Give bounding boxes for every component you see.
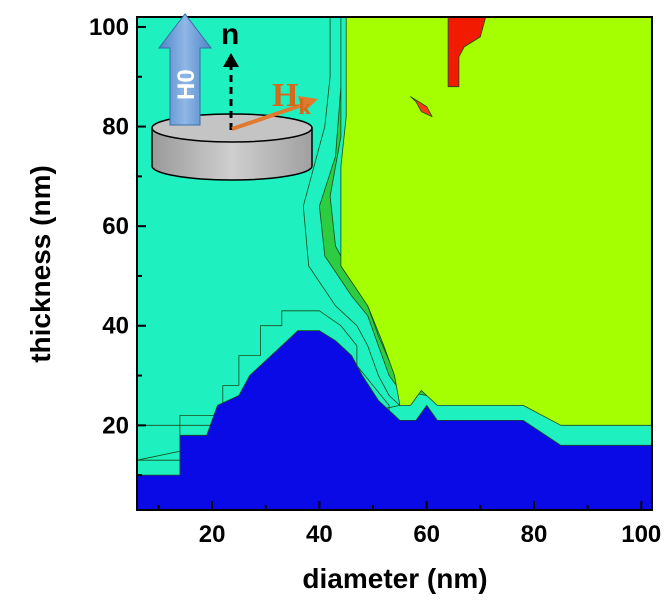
x-tick-label: 60	[413, 521, 440, 548]
y-tick-label: 40	[102, 313, 129, 340]
anisotropy-label-main: H	[272, 77, 298, 114]
x-axis-ticks: 20 40 60 80 100	[157, 501, 661, 548]
y-axis-ticks: 20 40 60 80 100	[89, 14, 146, 477]
x-tick-label: 20	[199, 521, 226, 548]
anisotropy-label: Hk	[272, 77, 311, 119]
anisotropy-label-sub: k	[298, 94, 311, 119]
inset-illustration: H0 n Hk	[151, 13, 318, 181]
anisotropy-arrow-icon: Hk	[231, 77, 318, 131]
region-blue	[137, 330, 652, 510]
x-tick-label: 40	[306, 521, 333, 548]
normal-arrow-icon: n	[221, 18, 239, 130]
x-tick-label: 100	[621, 521, 661, 548]
plot-frame	[136, 16, 653, 511]
region-green	[318, 17, 652, 426]
y-tick-label: 60	[102, 213, 129, 240]
field-label: H0	[173, 69, 200, 100]
y-tick-label: 100	[89, 14, 129, 41]
heatmap-regions	[137, 17, 652, 510]
normal-label: n	[221, 18, 239, 51]
region-yellow-green	[340, 17, 652, 426]
x-axis-title: diameter (nm)	[302, 563, 487, 594]
y-tick-label: 20	[102, 412, 129, 439]
y-axis-title: thickness (nm)	[25, 165, 56, 363]
field-arrow-icon: H0	[157, 13, 213, 126]
region-red-spot	[410, 96, 433, 117]
region-red	[447, 17, 487, 88]
y-tick-label: 80	[102, 114, 129, 141]
x-tick-label: 80	[521, 521, 548, 548]
